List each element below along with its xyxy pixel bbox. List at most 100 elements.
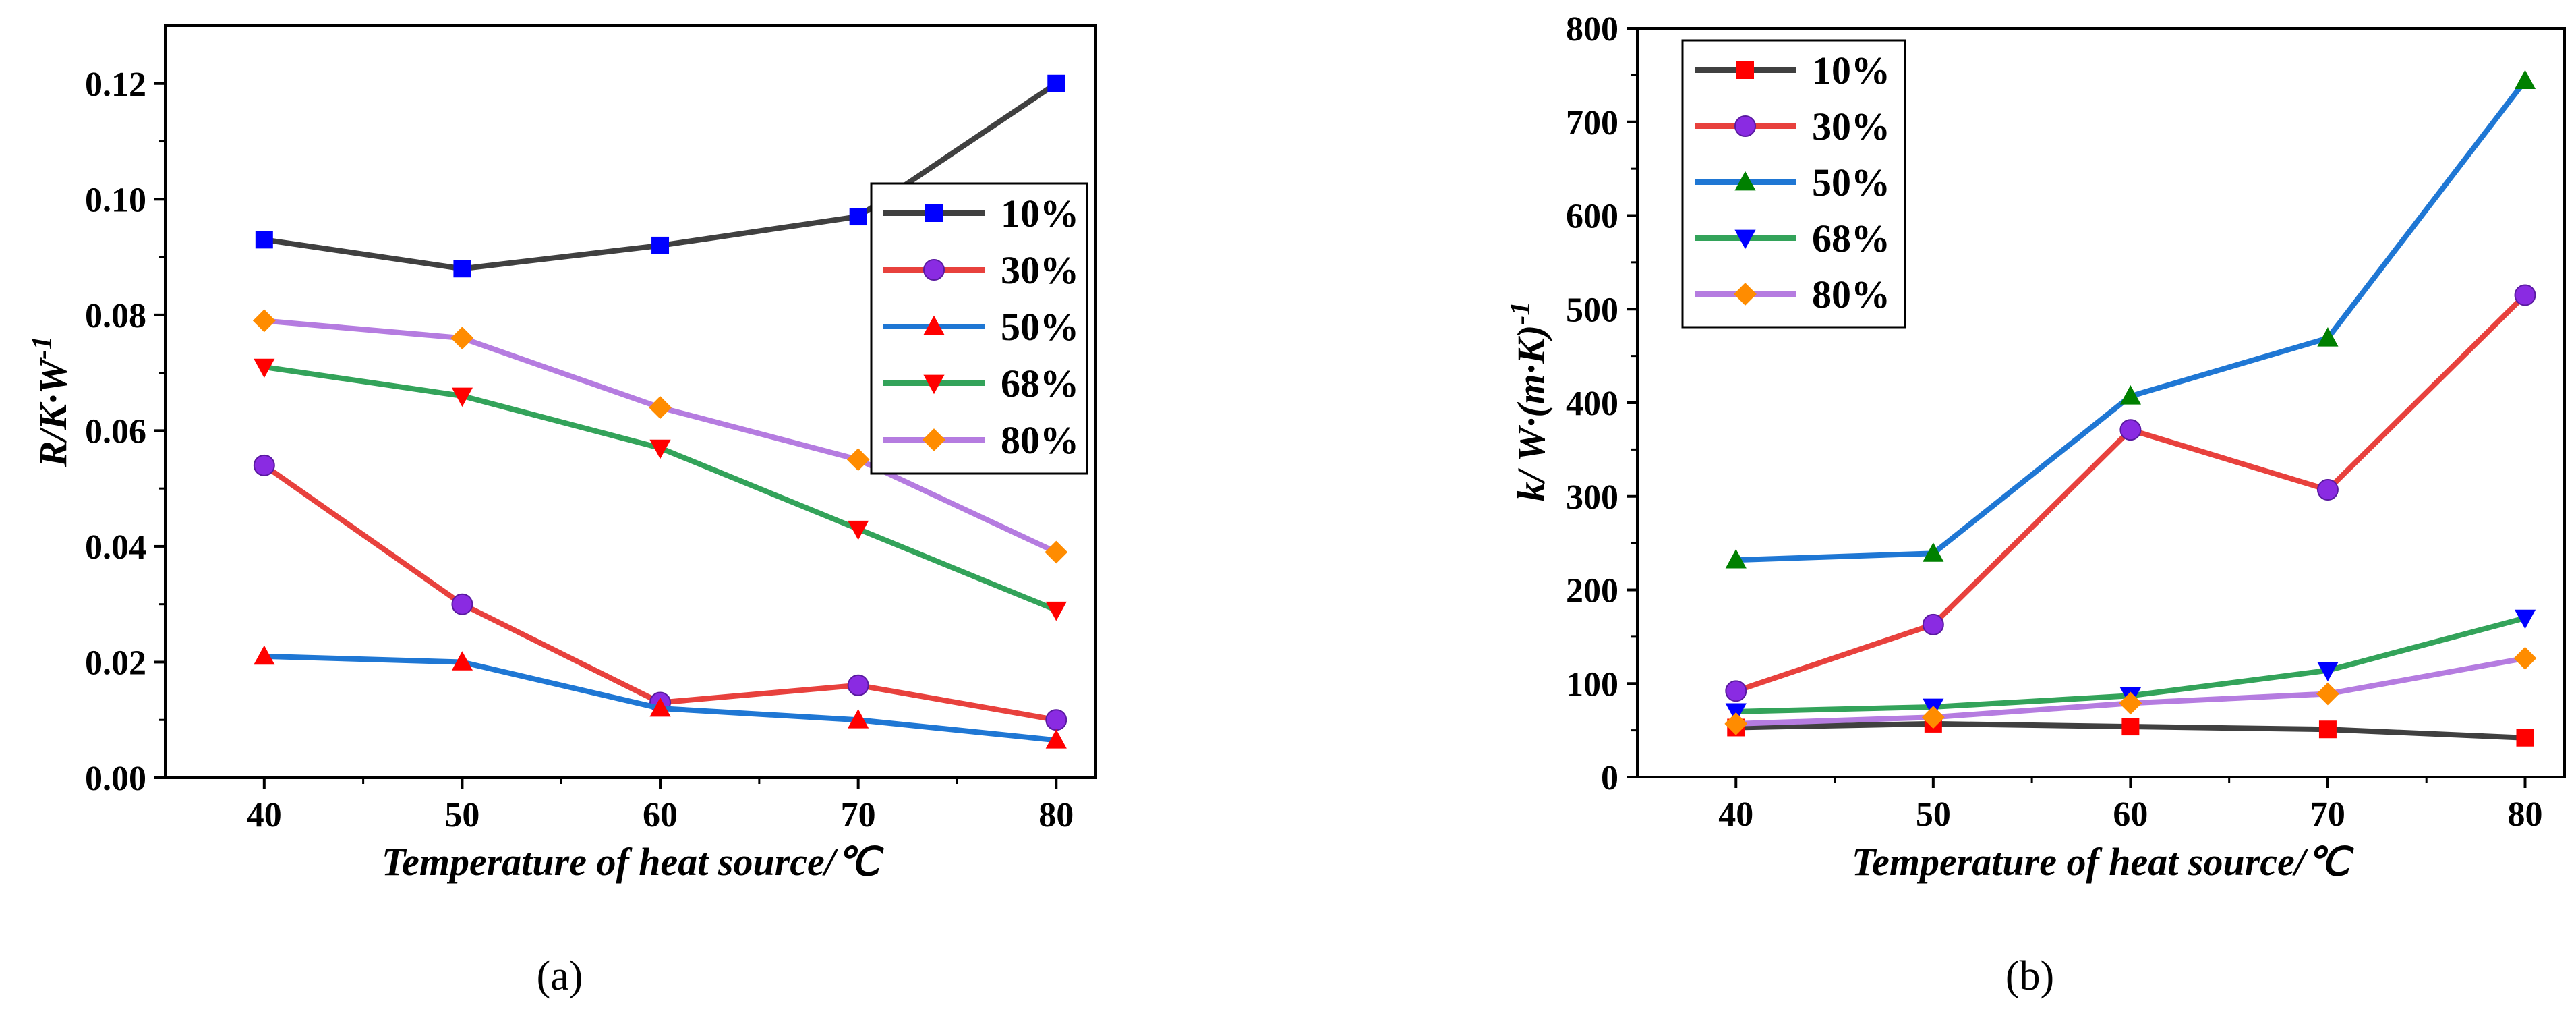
data-point	[848, 520, 869, 540]
x-tick-label: 40	[1718, 795, 1753, 834]
series-line	[1735, 293, 2527, 694]
x-tick-label: 60	[2113, 795, 2148, 834]
series-30pct	[1725, 284, 2536, 702]
legend-marker	[925, 204, 943, 222]
data-point	[2316, 682, 2339, 706]
y-tick-label: 0	[1601, 759, 1618, 797]
data-point	[450, 327, 474, 350]
legend-item: 30%	[1695, 105, 1890, 148]
series-line	[262, 463, 1057, 723]
data-point	[649, 396, 672, 419]
y-tick-label: 200	[1566, 572, 1618, 611]
y-tick-label: 100	[1566, 665, 1618, 704]
x-tick-label: 70	[841, 796, 876, 834]
x-tick-label: 50	[1916, 795, 1951, 834]
data-point	[2316, 479, 2339, 501]
y-tick-label: 0.10	[85, 181, 146, 219]
legend-label: 30%	[1001, 248, 1079, 292]
chart-panel-b: 40 50 60 70 80 0 100 200 300 400 500 600 700 800 10%…	[1505, 10, 2566, 999]
data-point	[254, 358, 275, 378]
series-50pct	[1725, 69, 2536, 569]
data-point	[453, 260, 471, 278]
x-tick-label: 80	[1038, 796, 1074, 834]
data-point	[253, 454, 275, 476]
data-point	[1725, 548, 1747, 569]
legend-item: 68%	[883, 362, 1079, 405]
legend-label: 30%	[1812, 105, 1890, 148]
y-tick-label: 0.06	[85, 412, 146, 451]
data-point	[2121, 718, 2140, 736]
legend-item: 10%	[1695, 49, 1890, 92]
data-point	[847, 674, 869, 696]
data-point	[1045, 729, 1067, 749]
series-68pct	[254, 358, 1067, 621]
chart-panel-a: 40 50 60 70 80 0.000.020.040.060.080.100.12 …	[27, 24, 1097, 999]
data-point	[451, 387, 473, 407]
legend-item: 50%	[883, 305, 1079, 349]
y-axis-title-sup-a: -1	[27, 336, 58, 360]
data-point	[2514, 284, 2536, 306]
data-point	[1045, 601, 1067, 621]
legend-marker	[923, 315, 945, 335]
y-axis-title-b: k/ W·(m·K)-1	[1505, 302, 1553, 502]
data-point	[1923, 542, 1944, 562]
legend-label: 68%	[1001, 362, 1079, 405]
series-50pct	[254, 645, 1067, 749]
x-tick-label: 70	[2310, 795, 2345, 834]
legend-label: 50%	[1001, 305, 1079, 349]
legend-item: 30%	[883, 248, 1079, 292]
data-point	[451, 651, 473, 671]
data-point	[451, 593, 473, 615]
y-tick-label: 0.04	[85, 528, 146, 567]
legend-item: 80%	[1695, 273, 1890, 316]
data-point	[848, 708, 869, 729]
legend-label: 50%	[1812, 161, 1890, 204]
y-tick-label: 0.12	[85, 65, 146, 104]
x-tick-label: 80	[2507, 795, 2542, 834]
data-point	[1045, 540, 1068, 564]
x-axis-title-b: Temperature of heat source/℃	[1852, 840, 2354, 884]
data-point	[849, 208, 867, 226]
data-point	[2513, 646, 2537, 670]
legend-label: 10%	[1001, 192, 1079, 235]
legend-item: 68%	[1695, 217, 1890, 260]
data-point	[255, 231, 273, 249]
data-point	[1724, 712, 1748, 735]
y-tick-label: 800	[1566, 10, 1618, 49]
legend-label: 10%	[1812, 49, 1890, 92]
legend-label: 80%	[1812, 273, 1890, 316]
data-point	[2514, 609, 2536, 629]
y-tick-label: 0.02	[85, 644, 146, 682]
x-axis-title-a: Temperature of heat source/℃	[382, 840, 884, 884]
data-point	[2119, 385, 2141, 405]
legend-a: 10% 30% 50% 68% 80%	[870, 182, 1088, 475]
legend-label: 80%	[1001, 418, 1079, 462]
y-tick-label: 0.00	[85, 760, 146, 798]
data-point	[2119, 691, 2142, 715]
x-tick-label: 60	[643, 796, 678, 834]
panel-label-a: (a)	[537, 953, 583, 999]
data-point	[1045, 709, 1067, 731]
series-80pct	[1724, 646, 2537, 735]
y-tick-label: 500	[1566, 291, 1618, 329]
data-point	[2516, 729, 2534, 747]
y-tick-label: 300	[1566, 478, 1618, 517]
legend-marker	[1734, 283, 1757, 306]
series-30pct	[253, 454, 1067, 731]
x-tick-label: 40	[247, 796, 282, 834]
legend-marker	[1734, 171, 1756, 191]
legend-marker	[1734, 229, 1756, 250]
data-point	[651, 236, 670, 254]
data-point	[1725, 680, 1747, 702]
data-point	[2318, 720, 2337, 739]
legend-label: 68%	[1812, 217, 1890, 260]
data-point	[649, 697, 671, 717]
legend-marker	[923, 428, 945, 451]
panel-label-b: (b)	[2006, 953, 2054, 999]
y-axis-title-sup-b: -1	[1505, 302, 1536, 325]
data-point	[2317, 327, 2339, 347]
legend-b: 10% 30% 50% 68% 80%	[1681, 39, 1906, 329]
x-tick-label: 50	[444, 796, 479, 834]
legend-item: 50%	[1695, 161, 1890, 204]
